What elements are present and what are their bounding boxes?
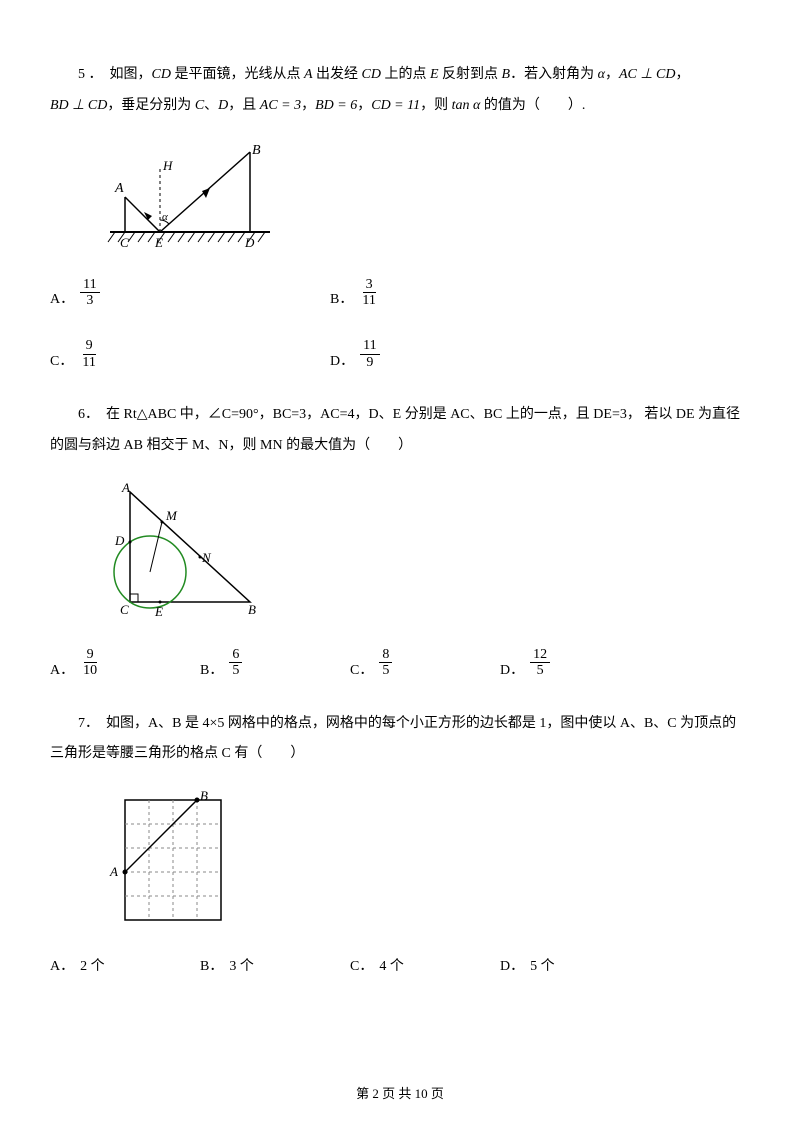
q6-figure: A B C D E M N bbox=[100, 482, 750, 627]
q7-option-b: B．3 个 bbox=[200, 955, 350, 975]
q5-number: 5 bbox=[78, 67, 85, 82]
q5-option-b: B． 311 bbox=[330, 277, 610, 309]
q7-option-c: C．4 个 bbox=[350, 955, 500, 975]
q6-text: 6． 在 Rt△ABC 中，∠C=90°，BC=3，AC=4，D、E 分别是 A… bbox=[50, 400, 750, 462]
q5-options-row2: C． 911 D． 119 bbox=[50, 338, 750, 370]
svg-text:D: D bbox=[244, 235, 255, 250]
q7-options: A．2 个 B．3 个 C．4 个 D．5 个 bbox=[50, 955, 750, 975]
q6-options: A． 910 B． 65 C． 85 D． 125 bbox=[50, 647, 750, 679]
q6-number: 6 bbox=[78, 407, 85, 422]
svg-text:E: E bbox=[154, 604, 163, 619]
svg-text:A: A bbox=[109, 864, 118, 879]
q7-option-d: D．5 个 bbox=[500, 955, 650, 975]
svg-text:B: B bbox=[200, 790, 208, 803]
page-content: 5 ． 如图，CD 是平面镜，光线从点 A 出发经 CD 上的点 E 反射到点 … bbox=[0, 0, 800, 975]
q5-options-row1: A． 113 B． 311 bbox=[50, 277, 750, 309]
svg-text:H: H bbox=[162, 158, 173, 173]
q6-option-a: A． 910 bbox=[50, 647, 200, 679]
q7-text: 7． 如图，A、B 是 4×5 网格中的格点，网格中的每个小正方形的边长都是 1… bbox=[50, 709, 750, 771]
svg-text:M: M bbox=[165, 508, 178, 523]
q5-option-a: A． 113 bbox=[50, 277, 330, 309]
svg-text:C: C bbox=[120, 235, 129, 250]
svg-text:N: N bbox=[201, 550, 212, 565]
q5-text: 5 ． 如图，CD 是平面镜，光线从点 A 出发经 CD 上的点 E 反射到点 … bbox=[50, 60, 750, 122]
svg-text:A: A bbox=[114, 181, 124, 196]
q7-figure: A B bbox=[100, 790, 750, 935]
q5-figure: A B C D E H α bbox=[100, 142, 750, 257]
svg-text:D: D bbox=[114, 533, 125, 548]
svg-text:B: B bbox=[252, 143, 261, 158]
q5-option-c: C． 911 bbox=[50, 338, 330, 370]
page-footer: 第 2 页 共 10 页 bbox=[0, 1083, 800, 1102]
q6-option-d: D． 125 bbox=[500, 647, 650, 679]
svg-text:B: B bbox=[248, 602, 256, 617]
q6-option-c: C． 85 bbox=[350, 647, 500, 679]
q7-option-a: A．2 个 bbox=[50, 955, 200, 975]
svg-text:α: α bbox=[162, 211, 168, 223]
svg-text:E: E bbox=[154, 235, 163, 250]
svg-text:A: A bbox=[121, 482, 130, 495]
q6-option-b: B． 65 bbox=[200, 647, 350, 679]
q7-number: 7 bbox=[78, 716, 85, 731]
q5-option-d: D． 119 bbox=[330, 338, 610, 370]
svg-text:C: C bbox=[120, 602, 129, 617]
